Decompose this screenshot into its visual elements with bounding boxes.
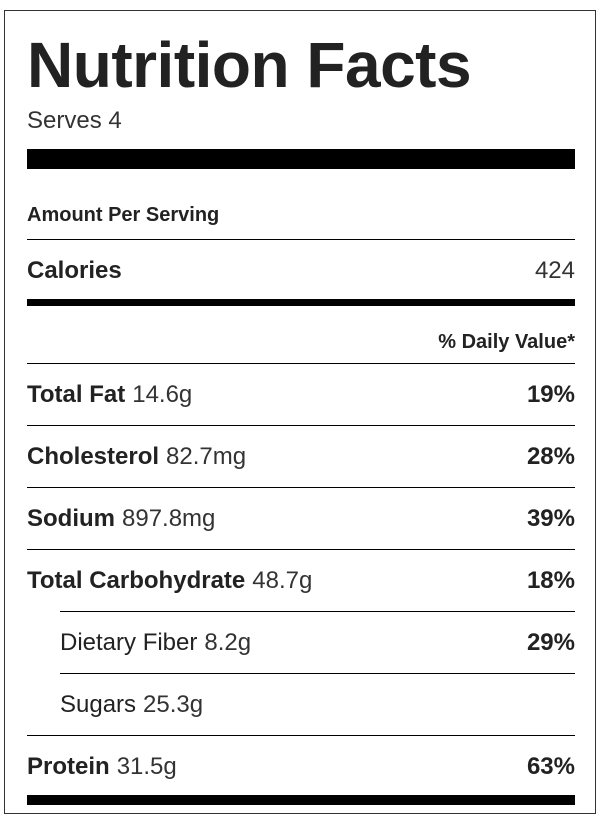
nutrient-name: Total Carbohydrate — [27, 567, 246, 594]
nutrition-facts-title: Nutrition Facts — [27, 29, 472, 101]
nutrient-name: Protein — [27, 753, 110, 780]
divider — [27, 425, 575, 426]
nutrient-daily-value: 29% — [526, 629, 575, 656]
nutrient-amount: 14.6g — [132, 381, 193, 408]
nutrient-name: Total Fat — [27, 381, 126, 408]
nutrition-facts-label: Nutrition Facts Serves 4 Amount Per Serv… — [4, 10, 596, 814]
nutrient-row-sugars: Sugars 25.3g — [60, 685, 575, 725]
nutrient-name: Sugars — [60, 691, 137, 718]
divider — [27, 487, 575, 488]
nutrient-amount: 25.3g — [143, 691, 204, 718]
divider — [27, 363, 575, 364]
nutrient-row-cholesterol: Cholesterol 82.7mg 28% — [27, 437, 575, 477]
nutrient-amount: 31.5g — [116, 753, 177, 780]
servings-text: Serves 4 — [27, 107, 122, 134]
calories-value: 424 — [534, 257, 575, 284]
nutrient-row-dietary-fiber: Dietary Fiber 8.2g 29% — [60, 623, 575, 663]
nutrient-row-total-fat: Total Fat 14.6g 19% — [27, 375, 575, 415]
nutrient-name: Cholesterol — [27, 443, 160, 470]
divider — [27, 239, 575, 240]
nutrient-amount: 8.2g — [204, 629, 252, 656]
nutrient-amount: 48.7g — [252, 567, 313, 594]
nutrient-daily-value: 63% — [526, 753, 575, 780]
nutrient-row-sodium: Sodium 897.8mg 39% — [27, 499, 575, 539]
nutrient-daily-value: 19% — [526, 381, 575, 408]
nutrient-name: Sodium — [27, 505, 115, 532]
nutrient-daily-value: 39% — [526, 505, 575, 532]
amount-per-serving-heading: Amount Per Serving — [27, 204, 220, 226]
daily-value-header: % Daily Value* — [438, 331, 575, 353]
nutrient-daily-value: 28% — [526, 443, 575, 470]
nutrient-row-protein: Protein 31.5g 63% — [27, 747, 575, 787]
divider — [60, 673, 575, 674]
bottom-divider — [27, 795, 575, 805]
divider — [27, 735, 575, 736]
medium-divider — [27, 299, 575, 306]
nutrient-amount: 82.7mg — [166, 443, 247, 470]
calories-row: Calories 424 — [27, 251, 575, 291]
nutrient-amount: 897.8mg — [122, 505, 216, 532]
divider — [27, 549, 575, 550]
nutrient-name: Dietary Fiber — [60, 629, 198, 656]
nutrient-row-total-carbohydrate: Total Carbohydrate 48.7g 18% — [27, 561, 575, 601]
calories-label: Calories — [27, 257, 122, 284]
thick-divider — [27, 149, 575, 169]
divider — [60, 611, 575, 612]
nutrient-daily-value: 18% — [526, 567, 575, 594]
